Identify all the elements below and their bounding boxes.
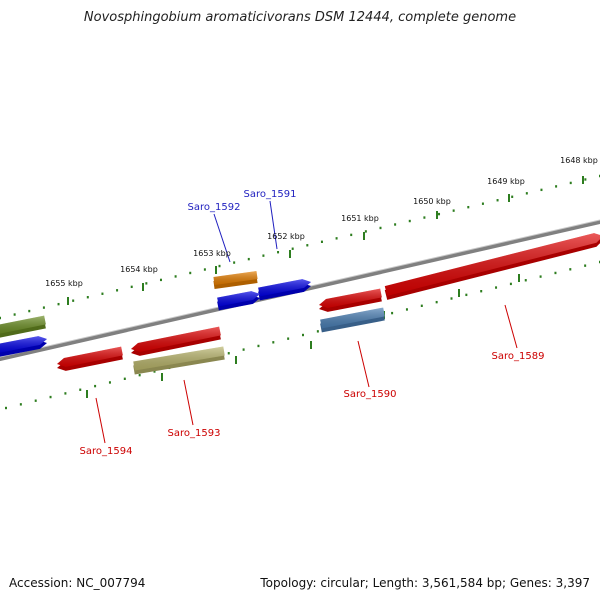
gene-features [0, 233, 600, 375]
gene-gloss [320, 307, 385, 329]
tick-label: 1653 kbp [193, 249, 231, 258]
gene-saro_1593b[interactable] [133, 346, 225, 375]
tick-label: 1649 kbp [487, 177, 525, 186]
gene-gloss [319, 288, 382, 308]
gene-label-saro_1593[interactable]: Saro_1593 [168, 428, 221, 439]
tick-label: 1650 kbp [413, 197, 451, 206]
gene-saro_1594[interactable] [57, 346, 123, 371]
gene-gloss [57, 346, 123, 367]
gene-label-saro_1591[interactable]: Saro_1591 [244, 189, 297, 200]
gene-saro_1592b[interactable] [217, 291, 260, 311]
tick-label: 1654 kbp [120, 265, 158, 274]
gene-label-saro_1594[interactable]: Saro_1594 [80, 446, 133, 457]
leader-line [95, 397, 106, 444]
leader-line [269, 200, 278, 250]
gene-saro_1590[interactable] [320, 307, 385, 333]
tick-label: 1655 kbp [45, 279, 83, 288]
gene-gloss [0, 315, 46, 334]
tick-label: 1652 kbp [267, 232, 305, 241]
gene-gloss [384, 233, 600, 296]
gene-gloss [131, 326, 221, 352]
accession-label: Accession: NC_007794 [9, 576, 146, 590]
gene-saro_1590b[interactable] [319, 288, 382, 312]
gene-saro_1591[interactable] [258, 279, 311, 301]
tick-labels: 1648 kbp 1649 kbp 1650 kbp 1651 kbp 1652 kbp… [45, 156, 598, 288]
gene-label-saro_1589[interactable]: Saro_1589 [492, 351, 545, 362]
gene-gloss [0, 336, 47, 353]
gene-gloss [133, 346, 225, 371]
tick-label: 1648 kbp [560, 156, 598, 165]
gene-saro_1589[interactable] [384, 233, 600, 300]
genome-summary: Topology: circular; Length: 3,561,584 bp… [260, 576, 590, 590]
gene-gloss [217, 291, 260, 307]
gene-gloss [213, 271, 258, 285]
outer-tick-track [0, 174, 600, 320]
gene-saro_1596[interactable] [0, 315, 46, 339]
leader-line [213, 213, 231, 263]
leader-line [504, 304, 518, 349]
gene-gloss [258, 279, 311, 297]
gene-label-saro_1590[interactable]: Saro_1590 [344, 389, 397, 400]
leader-line [183, 379, 194, 426]
gene-saro_1592[interactable] [213, 271, 258, 289]
genome-title: Novosphingobium aromaticivorans DSM 1244… [83, 10, 517, 25]
leader-line [357, 340, 370, 388]
gene-label-saro_1592[interactable]: Saro_1592 [188, 202, 241, 213]
gene-saro_1595[interactable] [0, 336, 47, 357]
gene-saro_1593[interactable] [131, 326, 221, 356]
tick-label: 1651 kbp [341, 214, 379, 223]
